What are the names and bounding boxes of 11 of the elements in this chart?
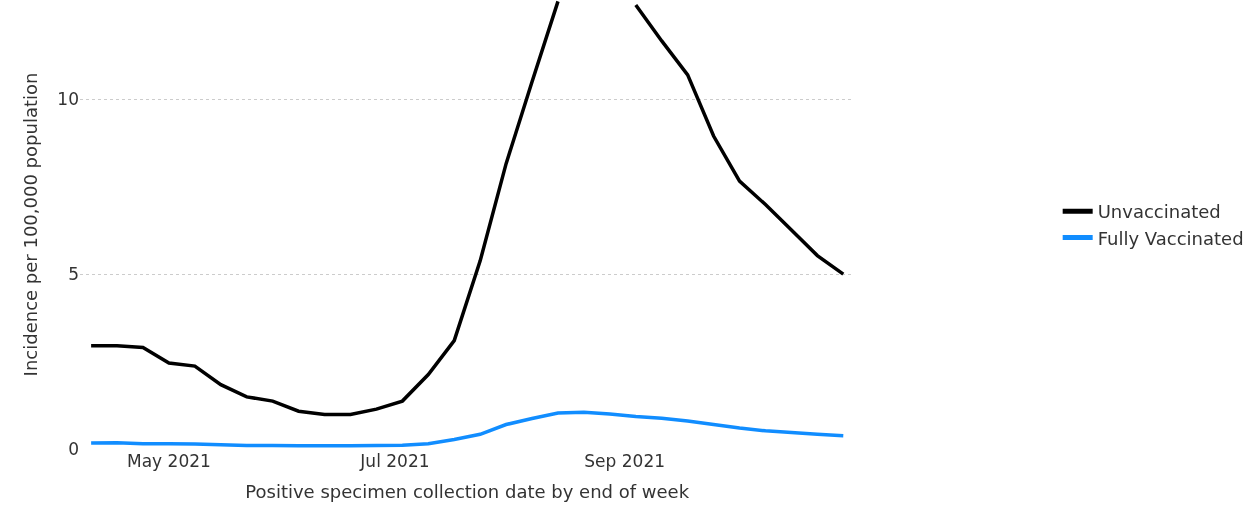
x-tick-label: May 2021 <box>127 451 211 471</box>
y-axis-title: Incidence per 100,000 population <box>19 72 41 377</box>
legend-label: Unvaccinated <box>1097 201 1221 223</box>
x-tick-label: Jul 2021 <box>359 451 430 471</box>
y-tick-label: 0 <box>68 438 79 459</box>
x-tick-label: Sep 2021 <box>584 451 666 471</box>
x-axis-title: Positive specimen collection date by end of week <box>245 481 690 503</box>
y-tick-label: 5 <box>68 264 79 285</box>
y-tick-label: 10 <box>57 89 79 110</box>
legend-label: Fully Vaccinated <box>1097 227 1244 249</box>
line-series <box>89 410 846 448</box>
